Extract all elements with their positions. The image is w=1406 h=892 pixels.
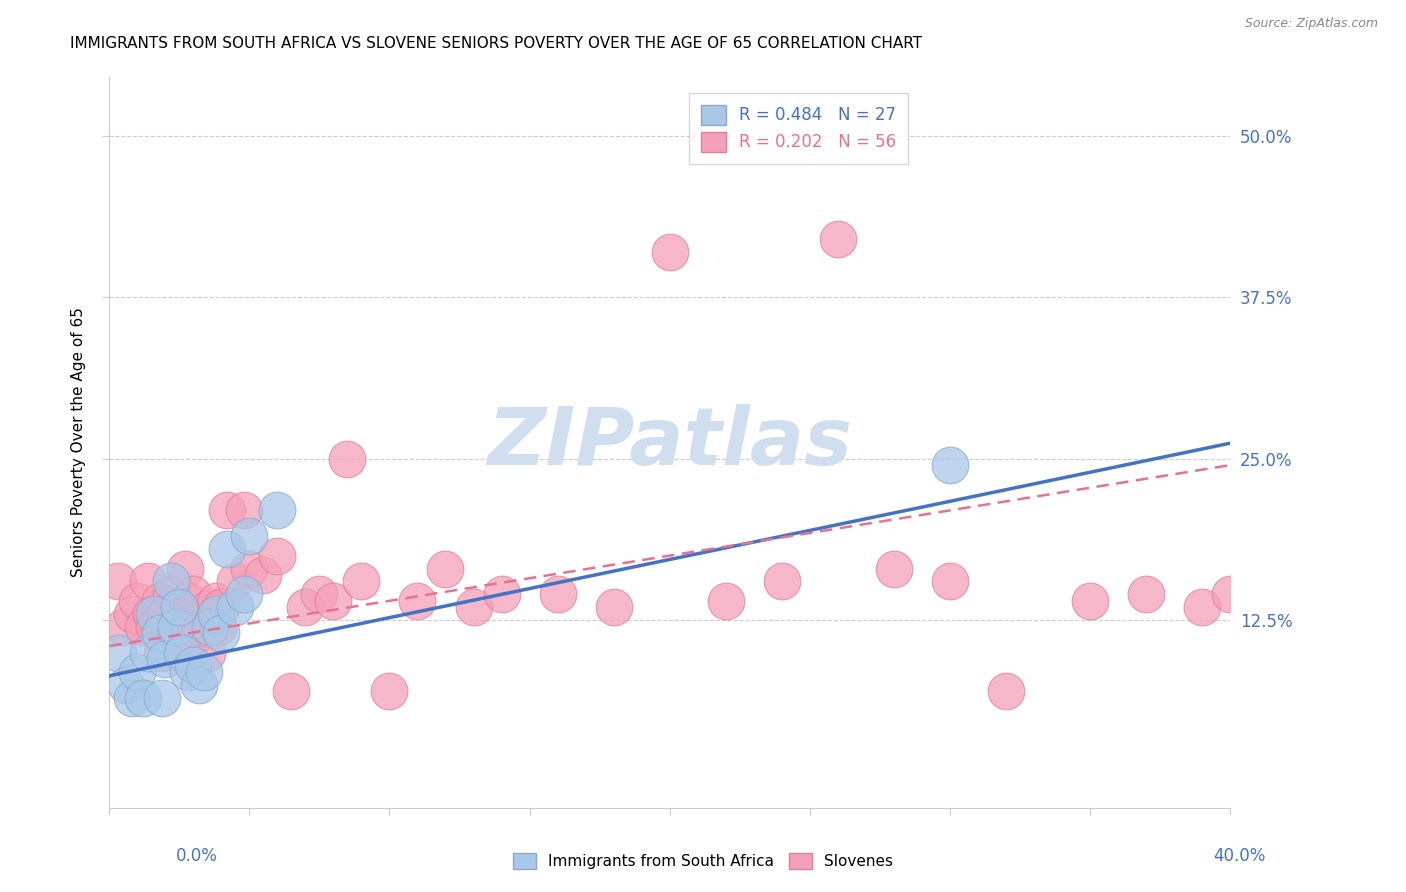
Point (602, 600, 624, 615)
Point (350, 574, 373, 589)
Point (491, 587, 513, 601)
Point (190, 620, 212, 634)
Point (115, 678, 138, 692)
Point (121, 690, 143, 705)
Point (827, 232, 849, 246)
Point (159, 587, 181, 601)
Point (138, 574, 160, 589)
Point (167, 600, 190, 615)
Point (132, 690, 155, 705)
Point (112, 620, 135, 634)
Point (155, 652, 177, 666)
Point (883, 561, 905, 575)
Point (658, 244, 681, 259)
Legend: R = 0.484   N = 27, R = 0.202   N = 56: R = 0.484 N = 27, R = 0.202 N = 56 (689, 93, 908, 164)
Point (141, 607, 163, 621)
Point (152, 646, 174, 660)
Point (232, 587, 254, 601)
Point (159, 574, 181, 589)
Point (170, 646, 193, 660)
Point (995, 684, 1018, 698)
Point (195, 646, 218, 660)
Point (238, 529, 260, 543)
Point (308, 587, 330, 601)
Point (176, 594, 198, 608)
Point (143, 620, 166, 634)
Point (187, 678, 209, 692)
Point (143, 607, 166, 621)
Point (280, 684, 302, 698)
Point (149, 594, 172, 608)
Point (121, 607, 143, 621)
Point (127, 665, 149, 679)
Point (149, 626, 172, 640)
Point (215, 542, 238, 557)
Point (1219, 587, 1241, 601)
Point (170, 607, 193, 621)
Point (1078, 594, 1101, 608)
Point (181, 658, 204, 673)
Text: 0.0%: 0.0% (176, 847, 218, 864)
Point (207, 620, 229, 634)
Point (127, 594, 149, 608)
Point (939, 458, 962, 472)
Text: 40.0%: 40.0% (1213, 847, 1265, 864)
Point (266, 503, 288, 517)
Point (162, 632, 184, 647)
Point (232, 503, 254, 517)
Point (209, 626, 232, 640)
Point (1135, 587, 1157, 601)
Point (463, 600, 485, 615)
Point (167, 600, 190, 615)
Point (187, 626, 209, 640)
Point (165, 620, 187, 634)
Point (138, 646, 160, 660)
Point (224, 600, 246, 615)
Point (336, 451, 359, 466)
Legend: Immigrants from South Africa, Slovenes: Immigrants from South Africa, Slovenes (506, 847, 900, 875)
Point (378, 684, 401, 698)
Point (152, 690, 174, 705)
Point (132, 620, 155, 634)
Text: IMMIGRANTS FROM SOUTH AFRICA VS SLOVENE SENIORS POVERTY OVER THE AGE OF 65 CORRE: IMMIGRANTS FROM SOUTH AFRICA VS SLOVENE … (70, 36, 922, 51)
Point (939, 574, 962, 589)
Point (266, 549, 288, 563)
Point (198, 620, 221, 634)
Point (238, 561, 260, 575)
Point (209, 600, 232, 615)
Point (252, 568, 274, 582)
Point (294, 600, 316, 615)
Text: ZIPatlas: ZIPatlas (488, 403, 852, 482)
Text: Source: ZipAtlas.com: Source: ZipAtlas.com (1244, 17, 1378, 29)
Point (149, 626, 172, 640)
Point (547, 587, 569, 601)
Point (434, 561, 457, 575)
Point (173, 561, 195, 575)
Point (322, 594, 344, 608)
Point (714, 594, 737, 608)
Point (193, 665, 215, 679)
Point (215, 503, 238, 517)
Point (224, 574, 246, 589)
Point (204, 594, 226, 608)
Point (181, 587, 204, 601)
Point (198, 600, 221, 615)
Point (770, 574, 793, 589)
Point (107, 574, 129, 589)
Point (1191, 600, 1213, 615)
Y-axis label: Seniors Poverty Over the Age of 65: Seniors Poverty Over the Age of 65 (72, 308, 86, 577)
Point (204, 607, 226, 621)
Point (406, 594, 429, 608)
Point (107, 646, 129, 660)
Point (155, 607, 177, 621)
Point (176, 665, 198, 679)
